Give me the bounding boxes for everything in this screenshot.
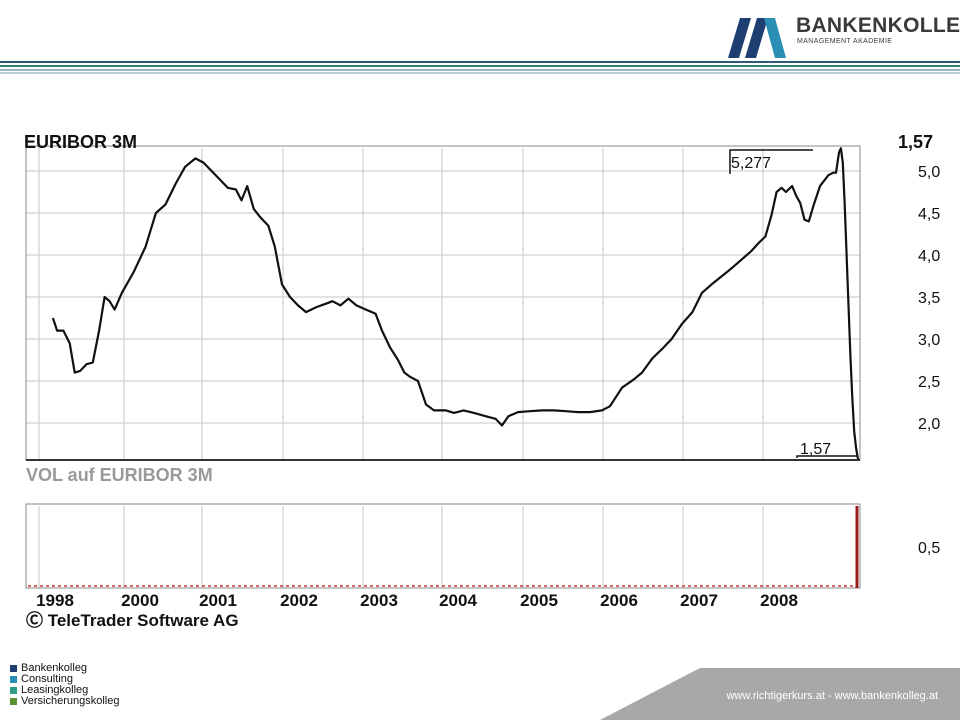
y-tick-label: 4,5: [918, 206, 940, 223]
footer-band: [600, 668, 960, 720]
legend-label: Consulting: [21, 673, 73, 685]
legend-swatch: [10, 698, 17, 705]
x-tick-label: 2007: [680, 591, 718, 610]
high-marker-bracket: [729, 149, 813, 174]
x-tick-label: 2006: [600, 591, 638, 610]
volume-y-tick: 0,5: [918, 540, 940, 557]
y-tick-label: 2,5: [918, 374, 940, 391]
y-tick-label: 2,0: [918, 416, 940, 433]
brand-name: BANKENKOLLEG: [796, 14, 960, 37]
volume-grid: [38, 506, 764, 588]
x-axis-ticks: 1998 2000 2001 2002 2003 2004 2005 2006 2007 2008: [36, 591, 798, 610]
footer-links[interactable]: www.richtigerkurs.at - www.bankenkolleg.…: [726, 690, 938, 702]
legend-label: Leasingkolleg: [21, 684, 89, 696]
high-marker-label: 5,277: [731, 155, 771, 172]
x-tick-label: 1998: [36, 591, 74, 610]
x-tick-label: 2001: [199, 591, 237, 610]
legend-swatch: [10, 687, 17, 694]
ba-logo-icon: [728, 18, 786, 58]
plot-frame: [25, 145, 861, 461]
y-tick-label: 3,0: [918, 332, 940, 349]
x-tick-label: 2003: [360, 591, 398, 610]
series-line: [51, 147, 860, 460]
x-tick-label: 2004: [439, 591, 477, 610]
division-legend: Bankenkolleg Consulting Leasingkolleg Ve…: [10, 663, 119, 707]
last-value-label: 1,57: [898, 132, 933, 152]
x-tick-label: 2008: [760, 591, 798, 610]
y-tick-label: 3,5: [918, 290, 940, 307]
legend-item: Consulting: [10, 674, 119, 685]
chart-title: EURIBOR 3M: [24, 132, 137, 152]
x-tick-label: 2000: [121, 591, 159, 610]
brand-subtitle: MANAGEMENT AKADEMIE: [797, 38, 893, 45]
legend-label: Bankenkolleg: [21, 662, 88, 674]
volume-title: VOL auf EURIBOR 3M: [26, 465, 213, 485]
legend-label: Versicherungskolleg: [21, 695, 120, 707]
volume-frame: [25, 503, 861, 589]
y-axis-ticks: 5,0 4,5 4,0 3,5 3,0 2,5 2,0: [918, 164, 940, 433]
legend-item: Versicherungskolleg: [10, 696, 119, 707]
y-tick-label: 4,0: [918, 248, 940, 265]
chart-credit: Ⓒ TeleTrader Software AG: [26, 610, 239, 630]
x-tick-label: 2005: [520, 591, 558, 610]
y-tick-label: 5,0: [918, 164, 940, 181]
legend-swatch: [10, 665, 17, 672]
main-grid: [26, 148, 860, 460]
legend-swatch: [10, 676, 17, 683]
header-divider: [0, 61, 960, 74]
legend-item: Bankenkolleg: [10, 663, 119, 674]
legend-item: Leasingkolleg: [10, 685, 119, 696]
low-marker-bracket: [796, 455, 857, 458]
x-tick-label: 2002: [280, 591, 318, 610]
low-marker-label: 1,57: [800, 441, 831, 458]
